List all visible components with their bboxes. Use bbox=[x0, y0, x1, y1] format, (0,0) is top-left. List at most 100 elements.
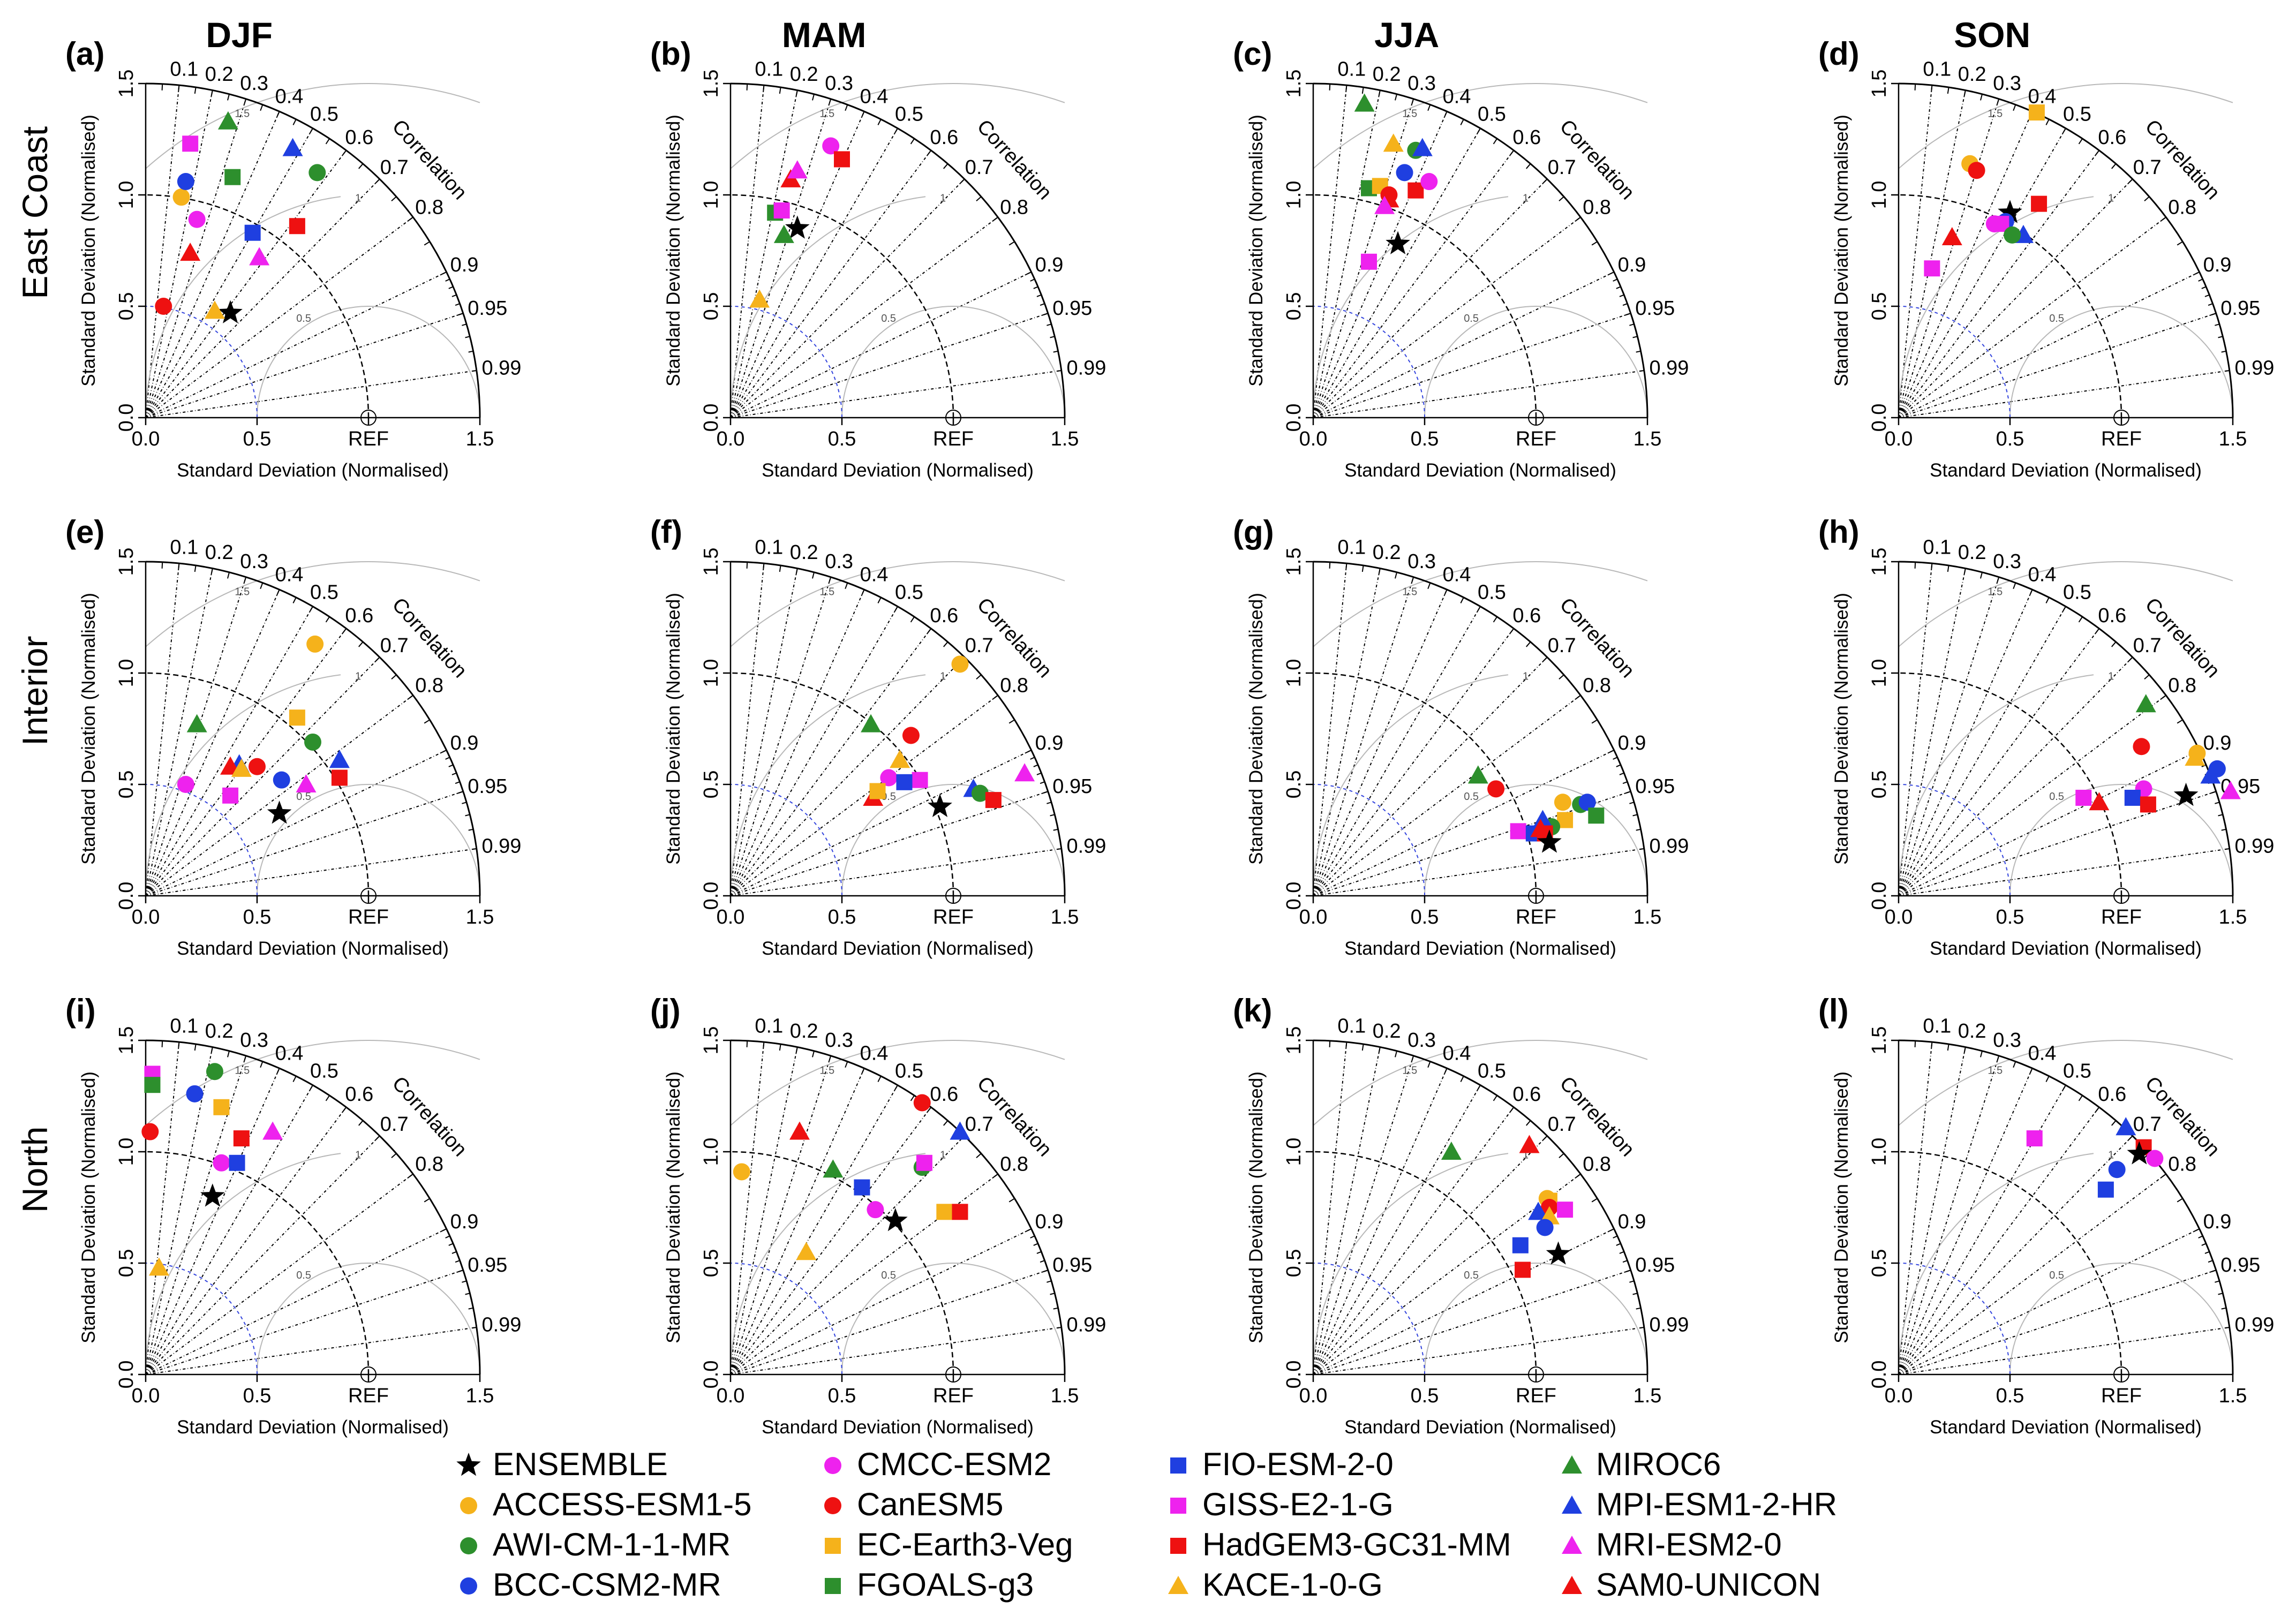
point-hadgem3-gc31-mm bbox=[233, 1130, 250, 1147]
correlation-minor-tick bbox=[2078, 616, 2083, 623]
correlation-minor-tick bbox=[2198, 278, 2203, 282]
x-axis-label: Standard Deviation (Normalised) bbox=[1344, 460, 1616, 481]
y-tick-label: 1.0 bbox=[1868, 1138, 1891, 1166]
correlation-tick-label: 0.95 bbox=[1635, 297, 1675, 320]
correlation-minor-tick bbox=[358, 163, 364, 169]
point-kace-1-0-g bbox=[749, 289, 770, 308]
correlation-minor-tick bbox=[1477, 1085, 1481, 1091]
point-bcc-csm2-mr bbox=[273, 771, 290, 789]
point-mri-esm2-0 bbox=[1014, 763, 1035, 782]
correlation-minor-tick bbox=[1047, 323, 1052, 326]
correlation-minor-tick bbox=[455, 303, 460, 306]
correlation-tick-label: 0.3 bbox=[1407, 1029, 1436, 1052]
correlation-tick-label: 0.9 bbox=[450, 1211, 479, 1233]
x-tick-label: 1.5 bbox=[1633, 1385, 1662, 1407]
outer-arc bbox=[1898, 82, 2234, 418]
point-mri-esm2-0 bbox=[249, 247, 270, 266]
correlation-tick-label: 0.8 bbox=[1000, 197, 1028, 219]
correlation-minor-tick bbox=[325, 616, 330, 623]
correlation-minor-tick bbox=[325, 138, 330, 145]
correlation-line bbox=[1898, 111, 2033, 418]
correlation-line bbox=[730, 128, 898, 418]
point-miroc6 bbox=[186, 714, 207, 732]
correlation-tick-label: 0.7 bbox=[1548, 635, 1576, 657]
correlation-minor-tick bbox=[1053, 828, 1058, 831]
correlation-line bbox=[145, 568, 213, 896]
rms-arc bbox=[1898, 196, 2094, 418]
point-bcc-csm2-mr bbox=[2108, 1161, 2126, 1179]
rms-arc bbox=[1898, 1153, 2094, 1375]
correlation-line bbox=[1313, 589, 1448, 896]
y-tick-label: 1.0 bbox=[1283, 181, 1305, 209]
correlation-minor-tick bbox=[465, 814, 470, 817]
rms-label: 1 bbox=[355, 192, 361, 204]
rms-label: 0.5 bbox=[1464, 791, 1479, 803]
correlation-minor-tick bbox=[1025, 1228, 1032, 1233]
y-tick-label: 0.0 bbox=[115, 882, 138, 910]
correlation-minor-tick bbox=[812, 572, 815, 579]
panel-tag: (g) bbox=[1233, 514, 1274, 550]
correlation-tick-label: 0.9 bbox=[450, 254, 479, 276]
correlation-line bbox=[730, 271, 1032, 418]
correlation-line bbox=[145, 1107, 347, 1375]
panel-tag: (a) bbox=[65, 36, 104, 72]
correlation-minor-tick bbox=[845, 104, 848, 111]
correlation-minor-tick bbox=[1033, 1243, 1038, 1246]
correlation-tick-label: 0.3 bbox=[825, 72, 853, 95]
outer-arc bbox=[730, 561, 1066, 896]
correlation-minor-tick bbox=[1056, 1326, 1062, 1329]
correlation-tick-label: 0.4 bbox=[2028, 564, 2057, 586]
correlation-line bbox=[1313, 178, 1548, 418]
point-hadgem3-gc31-mm bbox=[331, 769, 348, 786]
correlation-tick-label: 0.95 bbox=[1635, 775, 1675, 798]
point-ec-earth3-veg bbox=[2028, 104, 2045, 121]
legend-label: FGOALS-g3 bbox=[857, 1567, 1034, 1603]
correlation-minor-tick bbox=[1575, 694, 1581, 700]
rms-label: 1.5 bbox=[819, 1064, 834, 1076]
correlation-minor-tick bbox=[910, 138, 915, 145]
correlation-minor-tick bbox=[992, 694, 998, 700]
correlation-minor-tick bbox=[1008, 1198, 1015, 1203]
correlation-minor-tick bbox=[391, 1153, 397, 1158]
rms-arc bbox=[1313, 674, 1509, 896]
correlation-minor-tick bbox=[407, 216, 413, 222]
correlation-line bbox=[730, 99, 832, 418]
correlation-tick-label: 0.5 bbox=[310, 581, 338, 604]
correlation-minor-tick bbox=[1559, 1153, 1564, 1158]
x-tick-label: 0.5 bbox=[1996, 1385, 2024, 1407]
rms-label: 1 bbox=[2108, 1149, 2114, 1161]
correlation-line bbox=[145, 128, 313, 418]
point-kace-1-0-g bbox=[231, 758, 252, 777]
point-hadgem3-gc31-mm bbox=[289, 218, 305, 235]
correlation-minor-tick bbox=[927, 628, 932, 635]
panel-tag: (f) bbox=[650, 514, 682, 550]
outer-arc bbox=[145, 561, 481, 896]
correlation-minor-tick bbox=[309, 128, 313, 134]
correlation-tick-label: 0.2 bbox=[1373, 1020, 1401, 1043]
correlation-minor-tick bbox=[2062, 1085, 2066, 1091]
correlation-minor-tick bbox=[2201, 286, 2207, 289]
legend-item-miroc6: MIROC6 bbox=[1562, 1446, 1721, 1482]
x-axis-label: Standard Deviation (Normalised) bbox=[1344, 1417, 1616, 1438]
correlation-tick-label: 0.99 bbox=[1066, 357, 1106, 380]
y-tick-label: 1.0 bbox=[1283, 659, 1305, 688]
point-ensemble bbox=[218, 300, 243, 323]
std-arc-ref bbox=[1898, 1151, 2122, 1375]
correlation-tick-label: 0.1 bbox=[1337, 1015, 1366, 1037]
point-hadgem3-gc31-mm bbox=[834, 151, 850, 168]
correlation-minor-tick bbox=[2204, 294, 2210, 297]
correlation-minor-tick bbox=[1591, 241, 1598, 246]
outer-arc bbox=[1898, 1039, 2234, 1375]
correlation-line bbox=[145, 1326, 477, 1375]
correlation-tick-label: 0.5 bbox=[895, 581, 923, 604]
correlation-minor-tick bbox=[276, 589, 280, 596]
point-ec-earth3-veg bbox=[869, 783, 886, 799]
correlation-minor-tick bbox=[455, 781, 460, 784]
point-miroc6 bbox=[1467, 765, 1488, 784]
correlation-tick-label: 0.9 bbox=[1618, 254, 1646, 276]
correlation-minor-tick bbox=[161, 1040, 163, 1047]
correlation-line bbox=[1898, 589, 2033, 896]
x-tick-label: 0.0 bbox=[1299, 428, 1328, 450]
correlation-minor-tick bbox=[2215, 802, 2220, 804]
x-axis-label: Standard Deviation (Normalised) bbox=[1930, 1417, 2202, 1438]
